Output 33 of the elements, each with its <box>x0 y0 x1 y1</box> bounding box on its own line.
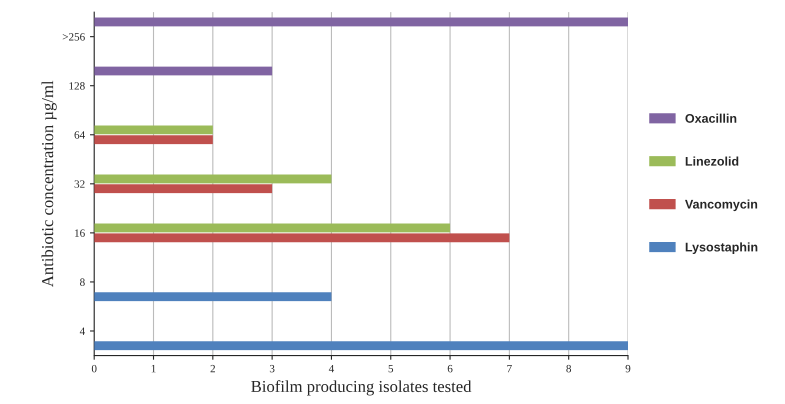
y-tick-label: 8 <box>80 278 85 286</box>
legend-label: Lysostaphin <box>686 242 758 254</box>
bar <box>94 135 213 144</box>
x-tick-label: 8 <box>566 364 572 372</box>
bar <box>94 233 510 242</box>
x-tick-label: 7 <box>507 364 512 372</box>
bar <box>94 18 628 26</box>
bar <box>94 174 332 184</box>
x-tick-label: 6 <box>448 364 453 372</box>
x-axis-title: Biofilm producing isolates tested <box>251 380 472 396</box>
y-tick-label: 128 <box>69 82 85 90</box>
y-tick-label: >256 <box>62 33 85 41</box>
x-tick-label: 1 <box>152 364 156 372</box>
x-tick-label: 2 <box>210 364 215 372</box>
y-tick-label: 64 <box>74 131 85 139</box>
bar <box>94 292 332 302</box>
bar <box>94 66 272 76</box>
legend-label: Vancomycin <box>685 199 758 212</box>
x-tick-label: 0 <box>92 364 97 372</box>
y-tick-label: 16 <box>75 229 85 237</box>
x-tick-label: 3 <box>270 364 274 372</box>
y-tick-label: 4 <box>80 328 85 335</box>
bar <box>94 184 272 194</box>
y-tick-label: 32 <box>74 180 85 188</box>
legend-label: Oxacillin <box>685 114 736 123</box>
bar <box>94 125 213 134</box>
legend-label: Linezolid <box>686 156 738 166</box>
y-axis-title: Antibiotic concentration µg/ml <box>42 80 57 288</box>
x-tick-label: 9 <box>626 364 630 372</box>
x-tick-label: 5 <box>388 364 394 372</box>
bar <box>94 224 450 232</box>
bar <box>94 341 628 350</box>
x-tick-label: 4 <box>328 364 334 372</box>
